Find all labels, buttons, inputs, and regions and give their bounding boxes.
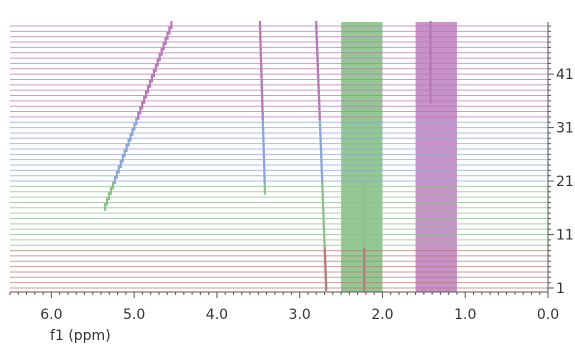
x-tick-label: 1.0 — [454, 307, 476, 323]
x-tick-label: 0.0 — [537, 307, 559, 323]
y-tick-label: 11 — [556, 228, 574, 244]
spectra-traces — [10, 25, 548, 289]
peak-traces — [104, 21, 432, 291]
y-tick-label: 41 — [556, 67, 574, 83]
x-ticks: 6.0 5.0 4.0 3.0 2.0 1.0 0.0 — [9, 292, 559, 323]
y-tick-label: 21 — [556, 174, 574, 190]
x-tick-label: 2.0 — [371, 307, 393, 323]
x-tick-label: 5.0 — [123, 307, 145, 323]
y-tick-label: 31 — [556, 121, 574, 137]
x-tick-label: 4.0 — [206, 307, 228, 323]
x-tick-label: 3.0 — [289, 307, 311, 323]
x-axis-title: f1 (ppm) — [50, 328, 111, 344]
highlight-regions — [341, 22, 457, 292]
axes — [10, 22, 549, 293]
highlight-region-1 — [341, 22, 383, 292]
x-tick-label: 6.0 — [40, 307, 62, 323]
highlight-region-2 — [415, 22, 457, 292]
y-tick-label: 1 — [556, 281, 565, 297]
